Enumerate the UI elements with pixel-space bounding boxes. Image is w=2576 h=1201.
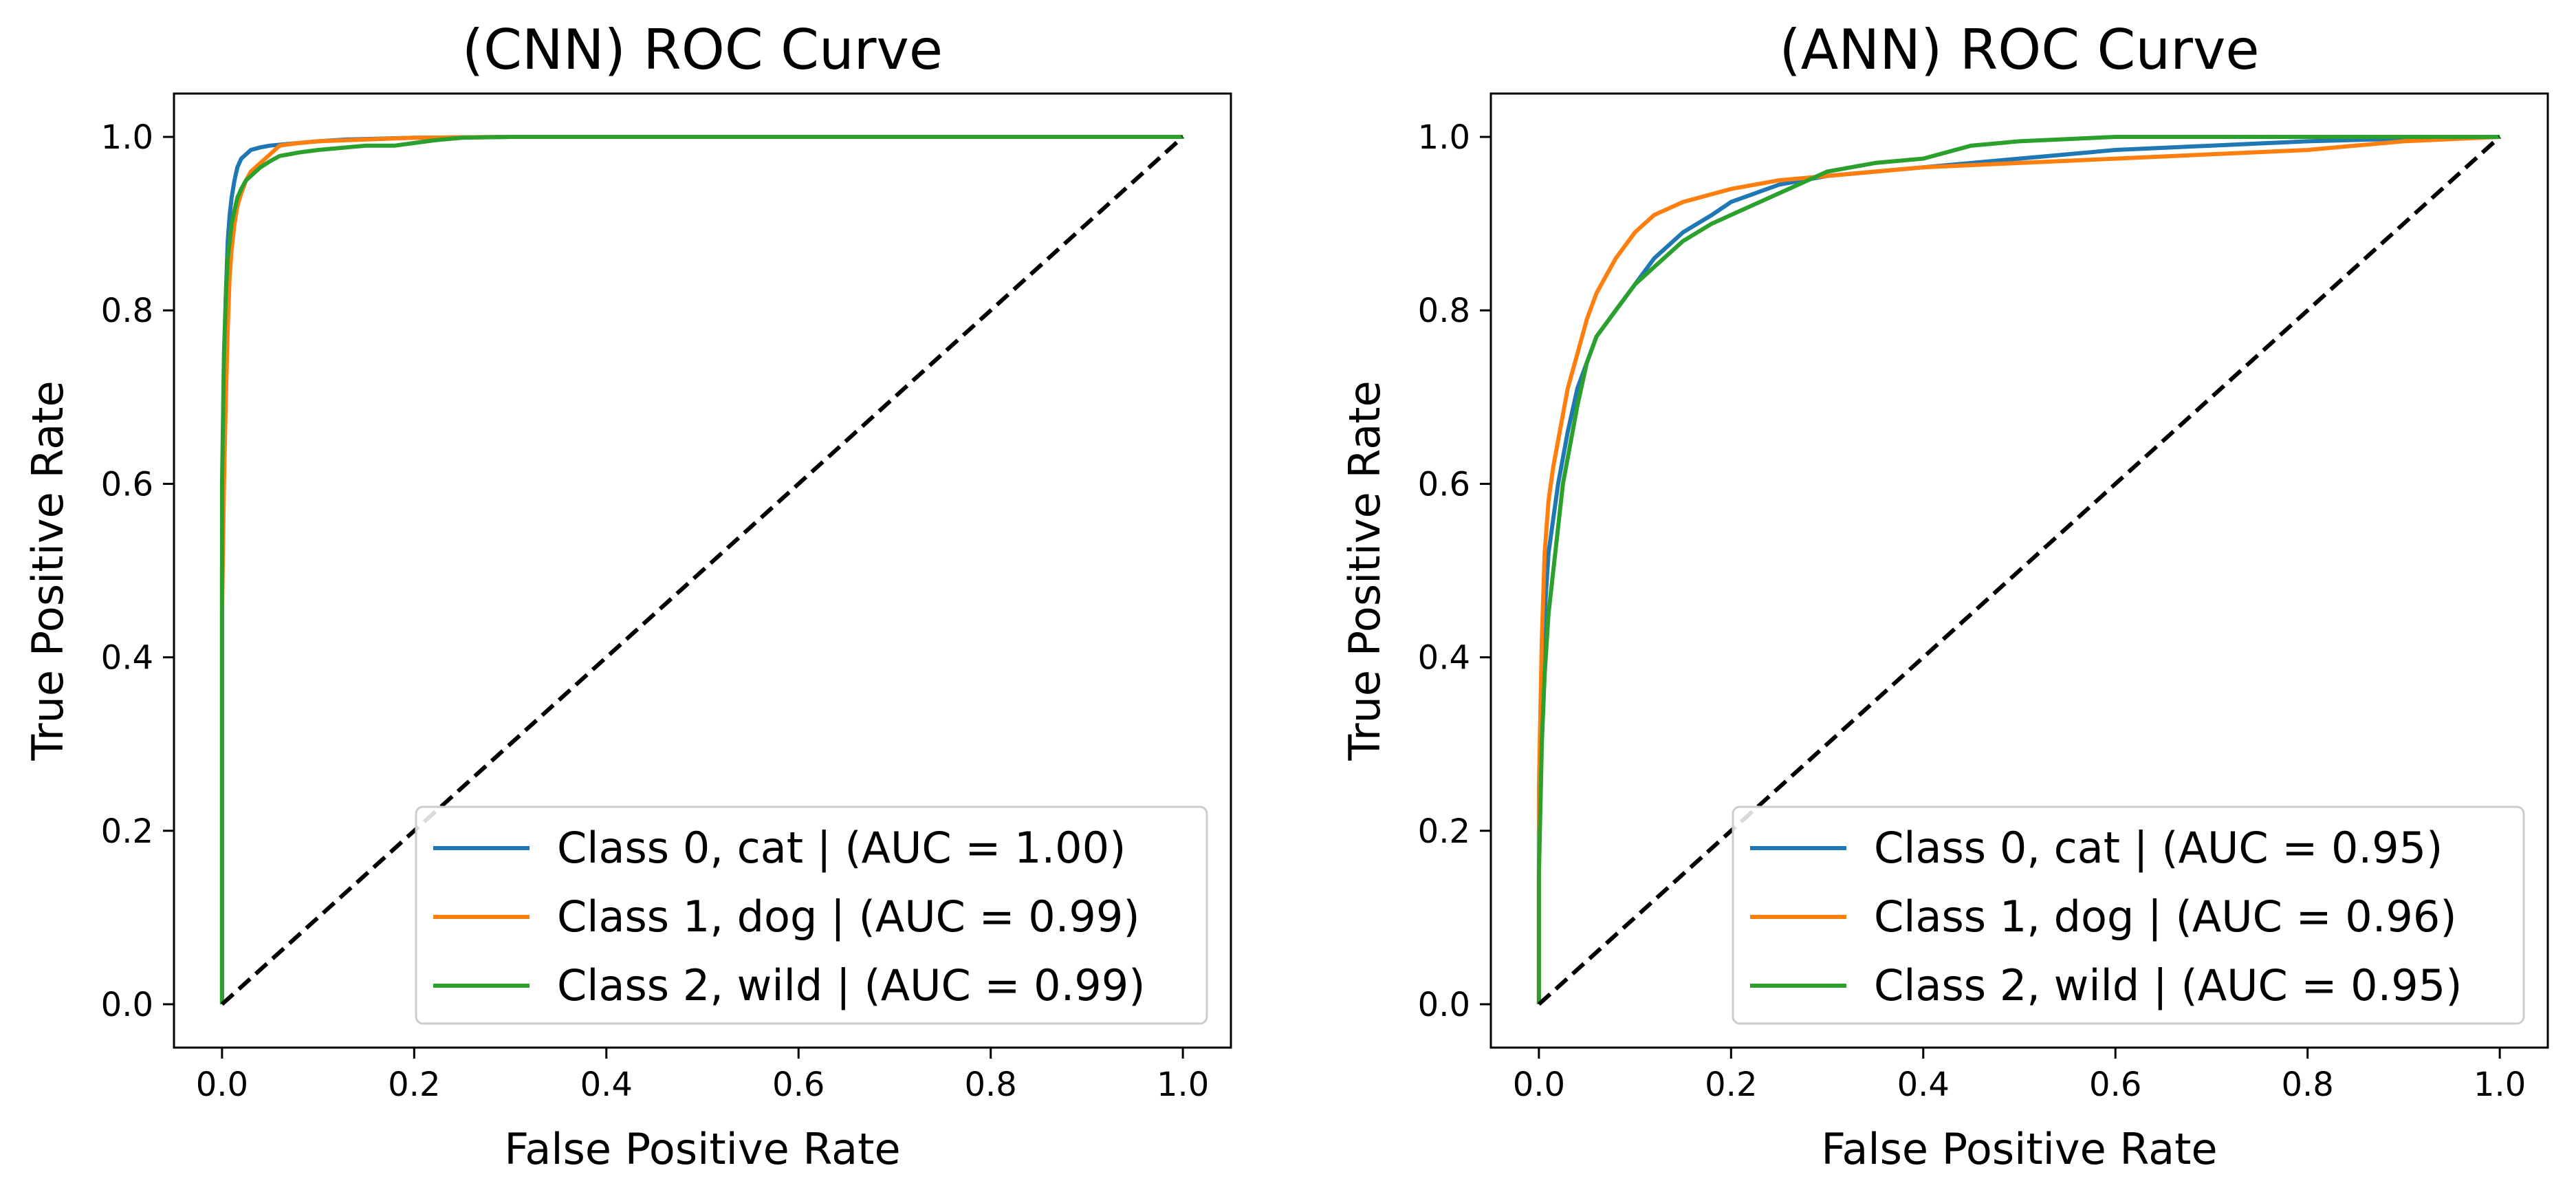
cnn-plot-area bbox=[219, 135, 1185, 1006]
cnn-y-tick-label: 0.2 bbox=[101, 812, 153, 851]
ann-y-axis-label: True Positive Rate bbox=[1340, 380, 1390, 761]
ann-legend-box bbox=[1732, 805, 2525, 1025]
ann-y-tick-label: 0.0 bbox=[1418, 986, 1470, 1024]
cnn-legend: Class 0, cat | (AUC = 1.00) Class 1, dog … bbox=[415, 805, 1208, 1025]
cnn-chart-title: (CNN) ROC Curve bbox=[462, 18, 943, 82]
cnn-x-tick-label: 1.0 bbox=[1157, 1065, 1209, 1104]
cnn-x-tick-label: 0.0 bbox=[196, 1065, 248, 1104]
ann-y-tick-label: 0.6 bbox=[1418, 465, 1470, 504]
ann-legend-label-2: Class 2, wild | (AUC = 0.95) bbox=[1874, 960, 2462, 1011]
ann-y-tick-label: 0.8 bbox=[1418, 292, 1470, 330]
ann-legend-label-1: Class 1, dog | (AUC = 0.96) bbox=[1874, 891, 2457, 942]
cnn-y-tick-label: 0.6 bbox=[101, 465, 153, 504]
ann-x-tick-label: 0.2 bbox=[1705, 1065, 1757, 1104]
ann-legend-label-0: Class 0, cat | (AUC = 0.95) bbox=[1874, 823, 2443, 874]
cnn-x-tick-label: 0.6 bbox=[772, 1065, 825, 1104]
ann-x-tick-label: 1.0 bbox=[2474, 1065, 2526, 1104]
ann-x-tick-label: 0.0 bbox=[1513, 1065, 1565, 1104]
ann-y-tick-label: 1.0 bbox=[1418, 118, 1470, 157]
cnn-legend-label-2: Class 2, wild | (AUC = 0.99) bbox=[557, 960, 1145, 1011]
cnn-y-axis-label: True Positive Rate bbox=[23, 380, 73, 761]
cnn-y-tick-label: 0.8 bbox=[101, 292, 153, 330]
cnn-legend-box bbox=[415, 805, 1208, 1025]
cnn-series-2-line bbox=[219, 135, 1183, 1004]
cnn-roc-panel: (CNN) ROC Curve False Positive Rate True… bbox=[23, 18, 1232, 1174]
ann-y-tick-label: 0.4 bbox=[1418, 639, 1470, 678]
cnn-y-tick-label: 0.0 bbox=[101, 986, 153, 1024]
ann-roc-panel: (ANN) ROC Curve False Positive Rate True… bbox=[1340, 18, 2549, 1174]
cnn-x-axis-label: False Positive Rate bbox=[504, 1124, 900, 1174]
ann-axes-frame bbox=[1489, 92, 2549, 1049]
cnn-chance-diagonal-line bbox=[220, 135, 1185, 1006]
cnn-axes-frame bbox=[173, 92, 1232, 1049]
ann-series-1-line bbox=[1536, 135, 2500, 1004]
cnn-x-tick-label: 0.8 bbox=[965, 1065, 1017, 1104]
ann-x-tick-label: 0.8 bbox=[2282, 1065, 2334, 1104]
ann-y-tick-label: 0.2 bbox=[1418, 812, 1470, 851]
cnn-x-tick-label: 0.2 bbox=[388, 1065, 440, 1104]
ann-series-0-line bbox=[1536, 135, 2500, 1004]
cnn-y-tick-label: 0.4 bbox=[101, 639, 153, 678]
ann-x-axis-label: False Positive Rate bbox=[1821, 1124, 2217, 1174]
ann-chance-diagonal-line bbox=[1537, 135, 2502, 1006]
cnn-legend-label-1: Class 1, dog | (AUC = 0.99) bbox=[557, 891, 1140, 942]
ann-plot-area bbox=[1536, 135, 2502, 1006]
ann-x-tick-label: 0.6 bbox=[2089, 1065, 2141, 1104]
ann-legend: Class 0, cat | (AUC = 0.95) Class 1, dog … bbox=[1732, 805, 2525, 1025]
ann-chart-title: (ANN) ROC Curve bbox=[1779, 18, 2259, 82]
ann-series-2-line bbox=[1536, 135, 2500, 1004]
cnn-legend-label-0: Class 0, cat | (AUC = 1.00) bbox=[557, 823, 1126, 874]
ann-x-tick-label: 0.4 bbox=[1897, 1065, 1950, 1104]
cnn-x-tick-label: 0.4 bbox=[580, 1065, 633, 1104]
cnn-y-tick-label: 1.0 bbox=[101, 118, 153, 157]
